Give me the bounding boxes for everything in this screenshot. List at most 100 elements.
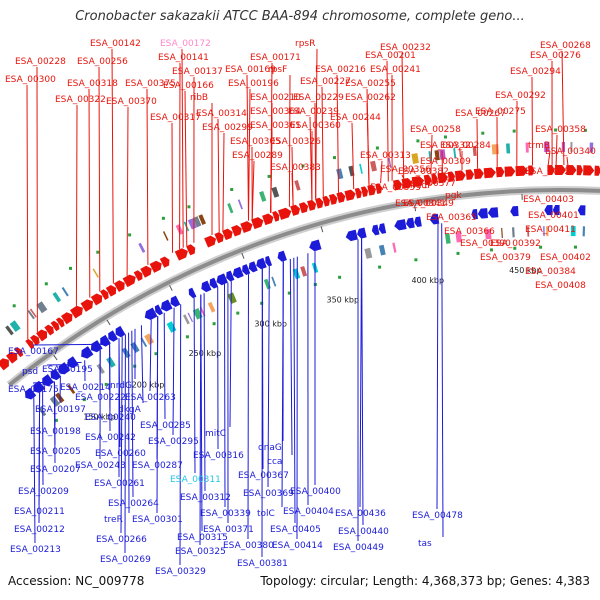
marker-dot: [82, 398, 86, 402]
reverse-gene: [160, 299, 173, 312]
kbp-label: 250 kbp: [189, 349, 222, 358]
map-title: Cronobacter sakazakii ATCC BAA-894 chrom…: [75, 9, 525, 24]
forward-leader-line: [146, 88, 149, 265]
forward-gene-label: ESA_00408: [535, 281, 586, 291]
reverse-gene-label: ESA_00440: [338, 527, 389, 537]
forward-gene: [36, 329, 48, 342]
reverse-gene-label: ESA_00449: [333, 543, 384, 553]
forward-gene: [290, 204, 301, 216]
reverse-gene-label: ESA_00367: [238, 471, 289, 481]
feature-block: [227, 292, 237, 304]
forward-gene: [14, 347, 24, 358]
reverse-gene-label: ESA_00260: [95, 449, 146, 459]
forward-leader-line: [88, 88, 91, 298]
reverse-gene: [50, 368, 62, 381]
reverse-gene-label: ESA_00175: [8, 385, 59, 395]
feature-block: [27, 309, 35, 320]
backbone-line: [8, 188, 600, 387]
kbp-tick: [320, 226, 324, 233]
marker-dot: [44, 282, 48, 286]
forward-gene: [528, 165, 535, 176]
reverse-leader-line: [193, 297, 196, 474]
feature-block: [96, 363, 105, 375]
feature-block: [271, 186, 280, 198]
reverse-leader-line: [203, 293, 206, 492]
kbp-tick: [241, 252, 245, 259]
forward-gene-label: ESA_00262: [345, 93, 396, 103]
forward-gene: [375, 183, 383, 194]
reverse-gene: [226, 270, 235, 282]
feature-block: [263, 278, 271, 290]
feature-block: [259, 191, 267, 202]
reverse-gene: [577, 205, 586, 216]
reverse-gene-label: ESA_00214: [60, 383, 111, 393]
marker-dot: [69, 266, 72, 270]
backbone-shadow: [6, 186, 600, 389]
forward-gene: [50, 320, 60, 332]
forward-gene-label: ESA_00364: [250, 107, 301, 117]
reverse-gene-label: ESA_00212: [14, 525, 65, 535]
reverse-leader-line: [46, 364, 79, 366]
forward-gene-label: ESA_00196: [228, 79, 279, 89]
reverse-gene: [115, 325, 126, 338]
forward-gene-label: ESA_00244: [330, 113, 381, 123]
marker-dot: [12, 304, 16, 308]
forward-leader-line: [386, 60, 389, 182]
marker-dot: [574, 245, 577, 249]
feature-block: [484, 228, 492, 240]
reverse-leader-line: [32, 343, 110, 346]
forward-gene-label: ESA_00360: [290, 121, 341, 131]
reverse-gene-label: treR: [104, 515, 123, 525]
reverse-leader-line: [33, 397, 36, 544]
forward-gene-label: ESA_00256: [77, 57, 128, 67]
reverse-gene-label: ESA_00211: [14, 507, 65, 517]
forward-gene-label: ESA_00166: [163, 81, 214, 91]
reverse-gene: [487, 207, 499, 218]
reverse-gene: [42, 374, 54, 387]
forward-gene: [576, 165, 583, 176]
forward-gene: [583, 165, 595, 176]
reverse-gene-label: ESA_00400: [290, 487, 341, 497]
forward-gene-label: ESA_00169: [225, 65, 276, 75]
reverse-gene-label: ESA_00329: [155, 567, 206, 577]
feature-block: [511, 227, 515, 238]
reverse-gene-label: dkgA: [118, 405, 142, 415]
forward-gene: [360, 186, 369, 198]
reverse-gene-label: dnaG: [258, 443, 282, 453]
reverse-gene: [471, 209, 478, 220]
reverse-gene-label: ESA_00325: [175, 547, 226, 557]
feature-block: [411, 153, 419, 164]
forward-leader-line: [547, 150, 551, 166]
reverse-leader-line: [281, 261, 284, 508]
feature-block: [52, 291, 62, 303]
forward-leader-line: [531, 76, 533, 166]
feature-block: [392, 242, 397, 253]
feature-block: [453, 147, 457, 159]
forward-gene: [495, 166, 505, 178]
forward-gene: [159, 256, 170, 268]
reverse-gene: [477, 208, 488, 219]
reverse-leader-line: [361, 238, 364, 526]
reverse-leader-line: [247, 274, 249, 540]
reverse-gene: [552, 205, 560, 216]
reverse-gene-label: ESA_00242: [85, 433, 136, 443]
reverse-gene-label: ESA_00205: [30, 447, 81, 457]
forward-gene: [307, 199, 317, 211]
reverse-leader-line: [229, 281, 232, 428]
feature-block: [271, 276, 277, 287]
forward-gene-label: ESA_00171: [250, 53, 301, 63]
forward-gene-label: ESA_00241: [370, 65, 421, 75]
forward-gene: [367, 184, 376, 196]
forward-leader-line: [555, 134, 558, 166]
forward-gene-label: ESA_00305: [230, 137, 281, 147]
forward-gene: [30, 334, 40, 346]
forward-gene: [566, 165, 577, 176]
reverse-gene: [25, 387, 37, 400]
marker-dot: [185, 335, 189, 339]
reverse-gene: [277, 250, 287, 262]
forward-gene: [272, 211, 280, 222]
forward-gene: [447, 171, 456, 182]
feature-block: [359, 163, 363, 174]
feature-block: [543, 226, 545, 237]
